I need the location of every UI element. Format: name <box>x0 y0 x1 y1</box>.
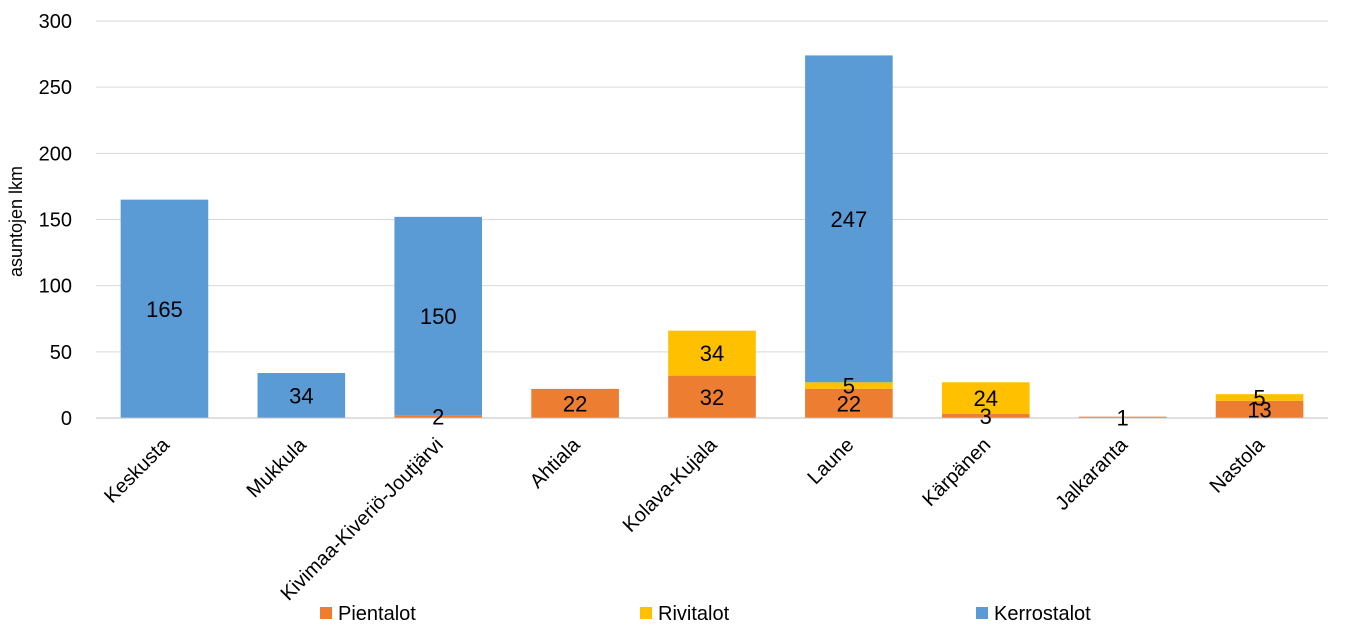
legend-item: Kerrostalot <box>976 603 1091 625</box>
bar-segment <box>1215 400 1304 418</box>
y-tick-label: 0 <box>61 408 72 430</box>
bar-segment <box>531 388 619 418</box>
bar-segment <box>668 375 756 418</box>
bar-segment <box>941 414 1030 418</box>
data-label: 3 <box>980 404 992 429</box>
bar-segment <box>805 388 893 418</box>
data-label: 2 <box>432 405 444 430</box>
bar-segment <box>1215 394 1304 401</box>
bar-segment <box>941 382 1030 415</box>
legend-swatch <box>320 607 332 619</box>
data-label: 5 <box>843 374 855 399</box>
bars <box>120 55 1304 418</box>
bar-segment <box>257 373 346 418</box>
y-tick-label: 100 <box>39 276 72 298</box>
bar-segment <box>805 55 893 383</box>
data-label: 5 <box>1253 385 1265 410</box>
y-tick-label: 150 <box>39 210 72 232</box>
data-label: 150 <box>420 304 457 329</box>
bar-segment <box>394 415 483 418</box>
data-label: 22 <box>837 391 861 416</box>
x-category-label: Nastola <box>1206 433 1270 497</box>
data-label: 24 <box>974 386 998 411</box>
bar-segment <box>120 199 209 418</box>
x-category-label: Kärpänen <box>918 434 995 511</box>
y-axis-ticks: 0 50 100 150 200 250 300 <box>39 11 72 430</box>
data-label: 22 <box>563 391 587 416</box>
data-label: 1 <box>1117 405 1129 430</box>
bar-segment <box>394 216 483 416</box>
bar-segment <box>805 382 893 389</box>
legend-label: Kerrostalot <box>994 603 1091 625</box>
legend: Pientalot Rivitalot Kerrostalot <box>320 603 1091 625</box>
x-category-label: Ahtiala <box>526 433 585 492</box>
legend-label: Rivitalot <box>658 603 730 625</box>
data-label: 165 <box>146 297 183 322</box>
y-axis-label: asuntojen lkm <box>6 166 26 277</box>
data-label: 34 <box>700 341 724 366</box>
bar-segment <box>668 330 756 376</box>
data-label: 13 <box>1247 397 1271 422</box>
x-category-label: Kolava-Kujala <box>619 433 722 536</box>
x-category-label: Mukkula <box>243 433 312 502</box>
y-tick-label: 50 <box>50 342 72 364</box>
bar-segment <box>1078 416 1167 418</box>
legend-item: Pientalot <box>320 603 416 625</box>
x-axis-categories: Keskusta MukkulaKivimaa-Kiveriö-Joutjärvi… <box>100 433 1269 605</box>
x-category-label: Jalkaranta <box>1051 433 1132 514</box>
data-label: 34 <box>289 384 313 409</box>
y-tick-label: 300 <box>39 11 72 33</box>
x-category-label: Kivimaa-Kiveriö-Joutjärvi <box>277 434 448 605</box>
gridlines <box>96 20 1328 353</box>
y-tick-label: 250 <box>39 77 72 99</box>
legend-item: Rivitalot <box>640 603 730 625</box>
data-label: 247 <box>831 207 868 232</box>
y-tick-label: 200 <box>39 143 72 165</box>
data-label: 32 <box>700 385 724 410</box>
x-category-label: Keskusta <box>100 433 174 507</box>
legend-swatch <box>640 607 652 619</box>
legend-label: Pientalot <box>338 603 416 625</box>
x-category-label: Laune <box>804 434 859 489</box>
legend-swatch <box>976 607 988 619</box>
